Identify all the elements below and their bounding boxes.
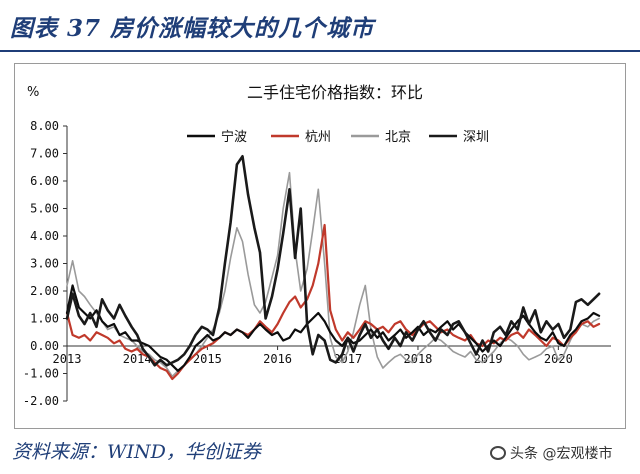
y-tick-label: 4.00 bbox=[30, 229, 59, 243]
legend-label-beijing: 北京 bbox=[385, 130, 411, 145]
y-tick-label: -2.00 bbox=[23, 394, 59, 408]
y-tick-label: -1.00 bbox=[23, 367, 59, 381]
watermark-text: 头条 @宏观楼市 bbox=[510, 446, 613, 462]
chart-title: 二手住宅价格指数：环比 bbox=[247, 83, 423, 102]
legend-label-hangzhou: 杭州 bbox=[305, 130, 331, 145]
legend-label-shenzhen: 深圳 bbox=[463, 130, 489, 145]
series-line-ningbo bbox=[65, 284, 601, 372]
y-tick-label: 1.00 bbox=[30, 312, 59, 326]
figure-title: 图表 37 房价涨幅较大的几个城市 bbox=[10, 15, 375, 42]
legend-label-ningbo: 宁波 bbox=[221, 129, 247, 145]
watermark-logo-icon bbox=[490, 446, 506, 460]
chart-frame: 二手住宅价格指数：环比 % 8.00 7.00 6.00 5.00 4.00 3.00 2.… bbox=[14, 63, 626, 429]
source-note: 资料来源：WIND，华创证券 bbox=[12, 441, 261, 463]
x-tick-label: 2016 bbox=[263, 352, 292, 366]
series-line-beijing bbox=[66, 171, 600, 378]
y-tick-label: 0.00 bbox=[30, 339, 59, 353]
y-tick-label: 2.00 bbox=[30, 284, 59, 298]
y-axis: 8.00 7.00 6.00 5.00 4.00 3.00 2.00 1.00 0.00 -1.0… bbox=[23, 119, 68, 408]
legend: 宁波 杭州 北京 深圳 bbox=[187, 129, 489, 145]
y-tick-label: 3.00 bbox=[30, 257, 59, 271]
line-chart: 二手住宅价格指数：环比 % 8.00 7.00 6.00 5.00 4.00 3.00 2.… bbox=[23, 83, 611, 408]
x-tick-label: 2019 bbox=[474, 352, 503, 366]
x-tick-label: 2015 bbox=[193, 352, 222, 366]
series-lines bbox=[65, 155, 601, 381]
y-tick-label: 7.00 bbox=[30, 147, 59, 161]
x-tick-label: 2013 bbox=[53, 352, 82, 366]
watermark: 头条 @宏观楼市 bbox=[490, 442, 612, 466]
series-line-shenzhen bbox=[65, 155, 601, 367]
y-tick-label: 5.00 bbox=[30, 202, 59, 216]
y-tick-label: 8.00 bbox=[30, 119, 59, 133]
y-unit-label: % bbox=[27, 85, 39, 100]
y-tick-label: 6.00 bbox=[30, 174, 59, 188]
title-divider bbox=[0, 50, 640, 52]
